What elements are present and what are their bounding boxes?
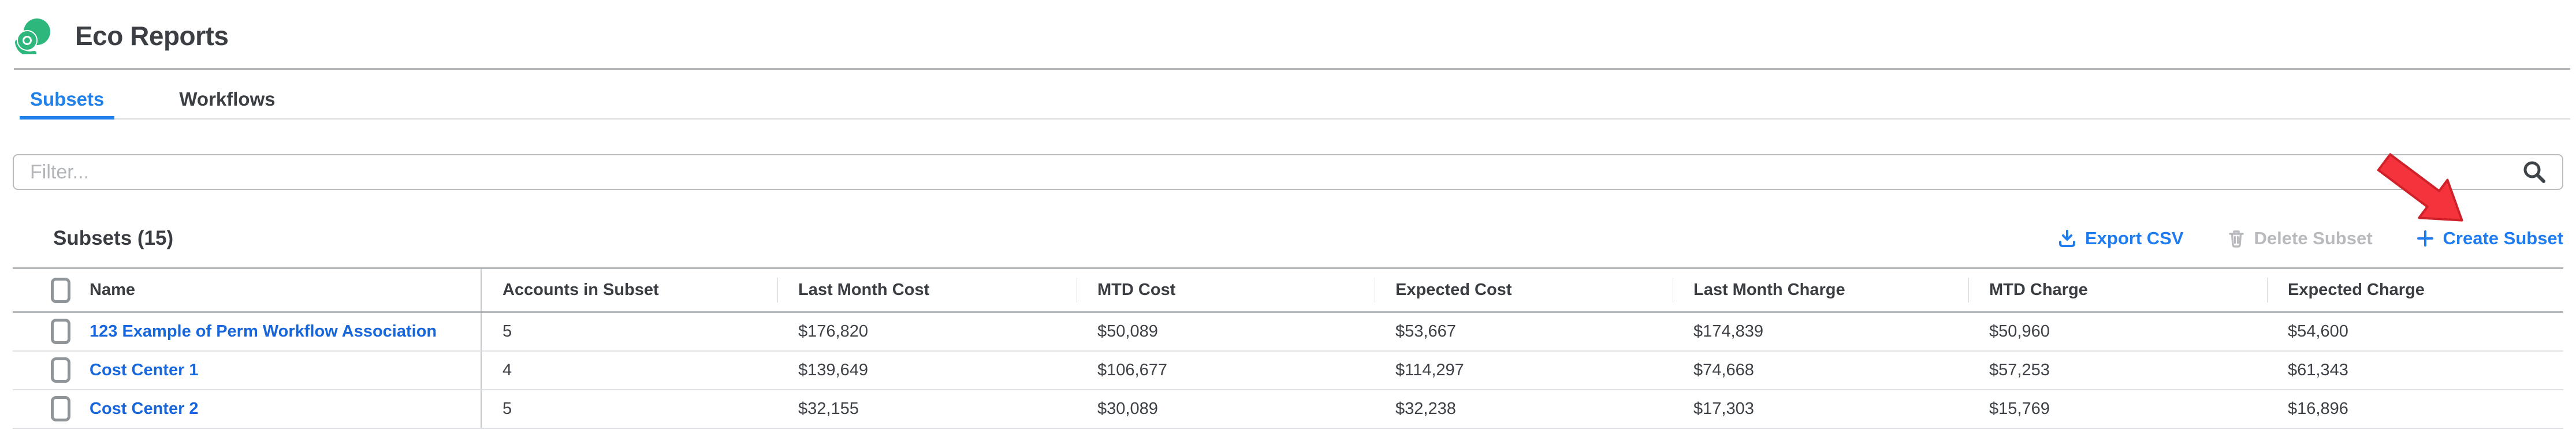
cell-last-month-charge: $17,303: [1673, 389, 1968, 429]
cell-mtd-charge: $57,253: [1968, 350, 2267, 390]
cell-last-month-charge: $174,839: [1673, 312, 1968, 352]
table-row: Cost Center 1 4 $139,649 $106,677 $114,2…: [13, 350, 2563, 390]
tab-bar: Subsets Workflows: [20, 80, 2570, 120]
cell-expected-charge: $16,896: [2267, 389, 2563, 429]
column-header-last-month-cost[interactable]: Last Month Cost: [777, 268, 1077, 313]
cell-mtd-charge: $50,960: [1968, 312, 2267, 352]
tab-subsets[interactable]: Subsets: [20, 80, 115, 120]
delete-subset-button[interactable]: Delete Subset: [2227, 228, 2373, 249]
plus-icon: [2417, 230, 2433, 247]
subset-name-link[interactable]: 123 Example of Perm Workflow Association: [90, 322, 437, 341]
subsets-table: Name Accounts in Subset Last Month Cost …: [13, 267, 2563, 429]
subset-name-link[interactable]: Cost Center 2: [90, 399, 199, 418]
subsets-count-heading: Subsets (15): [53, 227, 174, 249]
cell-mtd-cost: $50,089: [1077, 312, 1375, 352]
column-header-expected-cost[interactable]: Expected Cost: [1375, 268, 1673, 313]
column-header-mtd-cost[interactable]: MTD Cost: [1077, 268, 1375, 313]
column-header-last-month-charge[interactable]: Last Month Charge: [1673, 268, 1968, 313]
column-header-name[interactable]: Name: [90, 281, 135, 299]
row-checkbox[interactable]: [51, 396, 70, 421]
cell-last-month-cost: $139,649: [777, 350, 1077, 390]
cell-mtd-cost: $30,089: [1077, 389, 1375, 429]
filter-bar: [13, 154, 2563, 190]
download-icon: [2058, 230, 2075, 247]
table-row: 123 Example of Perm Workflow Association…: [13, 312, 2563, 352]
table-header-row: Name Accounts in Subset Last Month Cost …: [13, 268, 2563, 313]
row-checkbox[interactable]: [51, 357, 70, 383]
column-header-accounts[interactable]: Accounts in Subset: [481, 268, 777, 313]
header-divider: [14, 68, 2570, 70]
list-toolbar: Subsets (15) Export CSV Delete Subset: [13, 223, 2563, 253]
export-csv-button[interactable]: Export CSV: [2057, 228, 2184, 249]
cell-expected-charge: $61,343: [2267, 350, 2563, 390]
trash-icon: [2228, 230, 2244, 248]
cell-mtd-charge: $15,769: [1968, 389, 2267, 429]
cell-expected-cost: $32,238: [1375, 389, 1673, 429]
cell-expected-charge: $54,600: [2267, 312, 2563, 352]
column-header-expected-charge[interactable]: Expected Charge: [2267, 268, 2563, 313]
page-title: Eco Reports: [75, 21, 229, 51]
export-csv-label: Export CSV: [2084, 228, 2184, 248]
search-icon[interactable]: [2522, 159, 2547, 185]
select-all-checkbox[interactable]: [51, 277, 70, 303]
table-row: Cost Center 2 5 $32,155 $30,089 $32,238 …: [13, 389, 2563, 429]
cell-accounts: 5: [481, 312, 777, 352]
cell-expected-cost: $53,667: [1375, 312, 1673, 352]
filter-input[interactable]: [13, 154, 2563, 190]
app-header: Eco Reports: [0, 0, 2576, 68]
cell-last-month-charge: $74,668: [1673, 350, 1968, 390]
create-subset-button[interactable]: Create Subset: [2415, 228, 2563, 249]
create-subset-label: Create Subset: [2443, 228, 2563, 248]
cell-last-month-cost: $176,820: [777, 312, 1077, 352]
subset-name-link[interactable]: Cost Center 1: [90, 360, 199, 379]
cell-mtd-cost: $106,677: [1077, 350, 1375, 390]
row-checkbox[interactable]: [51, 319, 70, 345]
tab-subsets-label: Subsets: [30, 88, 105, 110]
toolbar-actions: Export CSV Delete Subset Create Subset: [2057, 228, 2563, 249]
tab-workflows-label: Workflows: [179, 88, 276, 110]
cell-expected-cost: $114,297: [1375, 350, 1673, 390]
cell-accounts: 5: [481, 389, 777, 429]
delete-subset-label: Delete Subset: [2254, 228, 2373, 248]
cell-accounts: 4: [481, 350, 777, 390]
cell-last-month-cost: $32,155: [777, 389, 1077, 429]
column-header-mtd-charge[interactable]: MTD Charge: [1968, 268, 2267, 313]
eco-logo-icon: [14, 17, 51, 57]
tab-workflows[interactable]: Workflows: [169, 80, 285, 118]
